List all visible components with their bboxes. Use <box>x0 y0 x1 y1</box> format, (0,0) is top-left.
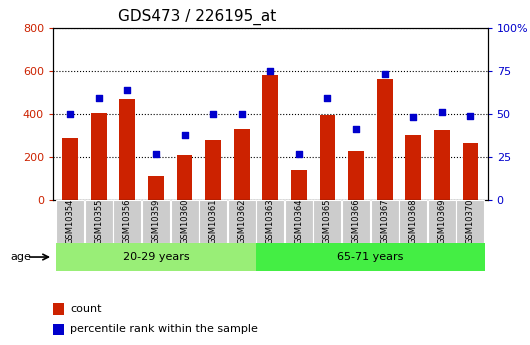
Text: GSM10361: GSM10361 <box>209 199 218 244</box>
Bar <box>285 200 313 243</box>
Text: percentile rank within the sample: percentile rank within the sample <box>70 324 258 334</box>
Bar <box>205 140 221 200</box>
Bar <box>91 113 107 200</box>
Bar <box>291 170 307 200</box>
Text: GSM10362: GSM10362 <box>237 199 246 244</box>
Bar <box>119 99 135 200</box>
Bar <box>405 136 421 200</box>
Bar <box>234 129 250 200</box>
Point <box>66 111 74 117</box>
Bar <box>434 130 450 200</box>
Text: GSM10367: GSM10367 <box>380 199 389 245</box>
Bar <box>56 243 256 271</box>
Text: GSM10356: GSM10356 <box>123 199 132 244</box>
Bar <box>428 200 456 243</box>
Point <box>466 113 475 118</box>
Point <box>438 109 446 115</box>
Bar <box>53 304 64 315</box>
Text: GSM10363: GSM10363 <box>266 199 275 245</box>
Bar <box>85 200 113 243</box>
Point <box>266 68 275 73</box>
Bar <box>377 79 393 200</box>
Bar <box>56 200 84 243</box>
Bar <box>320 115 335 200</box>
Text: 20-29 years: 20-29 years <box>122 252 189 262</box>
Bar <box>257 200 284 243</box>
Bar <box>313 200 341 243</box>
Point <box>94 96 103 101</box>
Text: GSM10360: GSM10360 <box>180 199 189 244</box>
Text: GSM10355: GSM10355 <box>94 199 103 244</box>
Point <box>209 111 217 117</box>
Bar <box>199 200 227 243</box>
Text: age: age <box>11 252 31 262</box>
Text: GSM10354: GSM10354 <box>66 199 75 244</box>
Text: GSM10359: GSM10359 <box>152 199 161 244</box>
Point <box>323 96 332 101</box>
Point <box>180 132 189 137</box>
Text: 65-71 years: 65-71 years <box>337 252 403 262</box>
Bar <box>456 200 484 243</box>
Text: GSM10369: GSM10369 <box>437 199 446 244</box>
Bar <box>370 200 399 243</box>
Bar <box>348 151 364 200</box>
Point <box>381 71 389 77</box>
Text: GSM10370: GSM10370 <box>466 199 475 244</box>
Point <box>152 151 160 156</box>
Text: GSM10365: GSM10365 <box>323 199 332 244</box>
Bar <box>142 200 170 243</box>
Bar <box>53 324 64 335</box>
Text: GSM10368: GSM10368 <box>409 199 418 245</box>
Point <box>352 127 360 132</box>
Text: GSM10366: GSM10366 <box>351 199 360 245</box>
Bar <box>63 138 78 200</box>
Point <box>409 115 418 120</box>
Bar <box>171 200 199 243</box>
Text: count: count <box>70 304 102 314</box>
Bar <box>262 75 278 200</box>
Bar <box>228 200 255 243</box>
Text: GSM10364: GSM10364 <box>294 199 303 244</box>
Point <box>123 87 131 92</box>
Bar <box>148 176 164 200</box>
Bar <box>463 143 478 200</box>
Bar <box>342 200 370 243</box>
Point <box>237 111 246 117</box>
Bar <box>256 243 485 271</box>
Bar <box>113 200 142 243</box>
Bar <box>176 155 192 200</box>
Bar <box>399 200 427 243</box>
Point <box>295 151 303 156</box>
Text: GDS473 / 226195_at: GDS473 / 226195_at <box>118 9 277 25</box>
